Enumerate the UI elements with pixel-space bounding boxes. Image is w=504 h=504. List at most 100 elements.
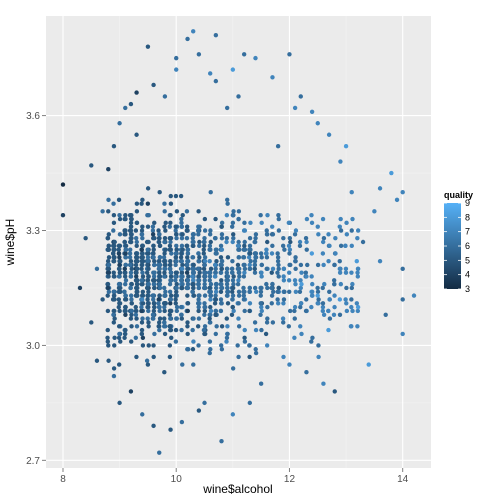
data-point <box>191 316 196 321</box>
data-point <box>179 251 184 256</box>
data-point <box>293 289 299 294</box>
data-point <box>190 255 196 260</box>
data-point <box>140 343 146 348</box>
data-point <box>229 312 235 317</box>
data-point <box>178 255 184 260</box>
data-point <box>196 316 202 321</box>
data-point <box>122 266 128 272</box>
data-point <box>236 316 241 321</box>
data-point <box>185 331 190 337</box>
data-point <box>151 243 156 249</box>
data-point <box>208 297 213 302</box>
data-point <box>180 262 185 268</box>
data-point <box>213 312 218 317</box>
data-point <box>230 412 236 417</box>
data-point <box>276 228 282 233</box>
data-point <box>326 258 331 264</box>
data-point <box>146 266 151 272</box>
data-point <box>258 312 263 317</box>
data-point <box>219 220 225 226</box>
data-point <box>77 285 83 291</box>
data-point <box>253 235 258 241</box>
data-point <box>133 262 139 268</box>
data-point <box>167 312 172 317</box>
data-point <box>106 247 111 252</box>
data-point <box>117 281 122 287</box>
data-point <box>197 243 202 249</box>
data-point <box>315 285 320 291</box>
data-point <box>269 285 274 291</box>
data-point <box>156 324 161 329</box>
data-point <box>173 228 178 233</box>
data-point <box>196 52 202 57</box>
data-point <box>117 216 123 222</box>
data-point <box>349 243 354 249</box>
data-point <box>117 289 122 294</box>
data-point <box>157 450 162 455</box>
data-point <box>133 335 139 340</box>
data-point <box>310 335 315 340</box>
data-point <box>145 186 151 191</box>
data-point <box>213 308 219 314</box>
data-point <box>151 274 157 279</box>
data-point <box>184 209 190 214</box>
data-point <box>173 193 179 199</box>
data-point <box>230 270 235 275</box>
data-point <box>185 281 191 287</box>
data-point <box>129 324 134 329</box>
legend-label: 9 <box>465 198 470 208</box>
data-point <box>168 239 173 245</box>
data-point <box>167 243 173 249</box>
data-point <box>134 324 140 329</box>
data-point <box>184 235 190 241</box>
data-point <box>157 293 162 298</box>
data-point <box>151 82 156 88</box>
data-point <box>303 235 309 241</box>
data-point <box>207 71 213 76</box>
data-point <box>196 304 201 310</box>
data-point <box>320 301 326 306</box>
data-point <box>320 216 326 222</box>
data-point <box>270 281 275 287</box>
data-point <box>350 216 355 222</box>
data-point <box>344 285 349 291</box>
data-point <box>218 243 224 249</box>
data-point <box>191 262 196 268</box>
data-point <box>127 255 133 260</box>
data-point <box>219 347 225 352</box>
data-point <box>128 274 134 279</box>
data-point <box>208 228 213 233</box>
data-point <box>202 258 208 264</box>
data-point <box>338 243 344 249</box>
data-point <box>140 243 145 249</box>
data-point <box>349 270 354 275</box>
data-point <box>253 350 259 356</box>
data-point <box>106 274 111 279</box>
data-point <box>275 144 281 149</box>
data-point <box>320 308 326 314</box>
data-point <box>309 109 315 114</box>
data-point <box>253 289 259 294</box>
data-point <box>275 270 280 275</box>
data-point <box>139 331 145 337</box>
x-tick-label: 12 <box>284 474 296 485</box>
data-point <box>157 258 162 264</box>
data-point <box>299 270 304 275</box>
data-point <box>161 255 167 260</box>
data-point <box>303 270 309 275</box>
data-point <box>293 281 298 287</box>
data-point <box>258 285 263 291</box>
data-point <box>157 316 163 321</box>
data-point <box>242 327 247 333</box>
data-point <box>214 324 219 329</box>
data-point <box>116 335 122 340</box>
data-point <box>105 285 111 291</box>
data-point <box>169 251 174 256</box>
data-point <box>400 266 405 272</box>
data-point <box>349 304 354 310</box>
data-point <box>377 258 383 264</box>
data-point <box>230 212 236 218</box>
data-point <box>169 308 174 314</box>
data-point <box>116 266 122 272</box>
data-point <box>133 228 139 233</box>
